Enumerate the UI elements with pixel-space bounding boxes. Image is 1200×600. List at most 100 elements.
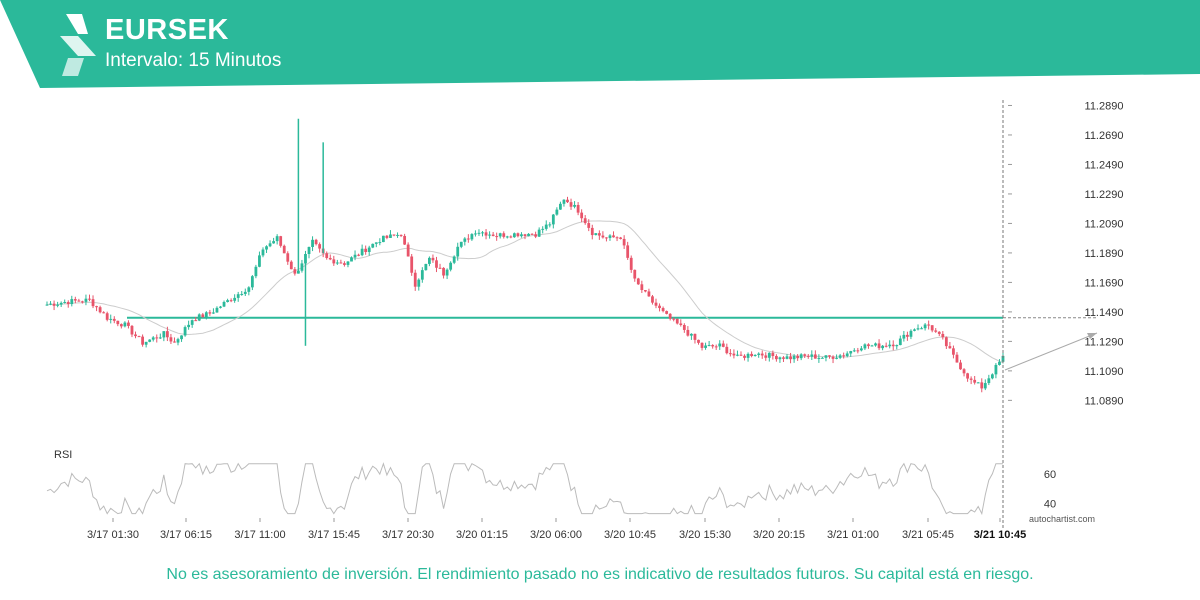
- candle-body: [77, 300, 81, 302]
- y-tick-label: 11.2290: [1085, 189, 1124, 201]
- candle-body: [821, 357, 824, 359]
- candle-body: [130, 325, 134, 335]
- candle-body: [165, 331, 169, 338]
- x-tick-label: 3/21 05:45: [902, 529, 954, 541]
- candle-body: [778, 357, 782, 360]
- candle-body: [105, 313, 109, 320]
- candle-body: [551, 214, 555, 225]
- y-tick-label: 11.1290: [1085, 336, 1124, 348]
- candle-body: [509, 236, 513, 238]
- candle-body: [424, 263, 428, 271]
- candle-body: [279, 236, 283, 246]
- candle-body: [265, 246, 268, 250]
- x-tick-label: 3/20 06:00: [530, 529, 582, 541]
- candle-body: [463, 238, 467, 242]
- candle-body: [134, 334, 137, 337]
- candle-body: [155, 337, 159, 339]
- candle-body: [527, 233, 530, 237]
- candle-body: [516, 233, 520, 237]
- candle-body: [466, 238, 470, 240]
- candle-body: [91, 299, 95, 307]
- x-tick-label: 3/20 01:15: [456, 529, 508, 541]
- candle-body: [555, 209, 559, 215]
- candle-body: [835, 357, 838, 359]
- candle-body: [112, 318, 116, 321]
- candle-body: [633, 269, 637, 279]
- support-level: [127, 316, 1098, 371]
- candle-body: [52, 303, 56, 306]
- x-tick-label: 3/17 06:15: [160, 529, 212, 541]
- candle-body: [127, 322, 130, 326]
- x-tick-label: 3/17 15:45: [308, 529, 360, 541]
- candle-body: [895, 345, 899, 347]
- y-tick-label: 11.1090: [1085, 366, 1124, 378]
- candle-body: [176, 339, 180, 343]
- candle-body: [612, 235, 615, 238]
- candle-body: [484, 232, 488, 236]
- candle-body: [204, 312, 208, 318]
- candle-body: [913, 329, 916, 331]
- candle-body: [406, 244, 410, 257]
- candle-body: [119, 324, 123, 327]
- candle-body: [250, 276, 254, 288]
- candle-body: [994, 364, 998, 375]
- candle-body: [764, 355, 768, 358]
- candle-body: [817, 357, 821, 359]
- candle-body: [162, 331, 166, 338]
- candle-body: [413, 272, 417, 287]
- candle-body: [693, 333, 697, 340]
- x-tick-label: 3/21 10:45: [974, 529, 1027, 541]
- ma-line: [46, 220, 1004, 364]
- candle-body: [353, 254, 357, 258]
- candle-body: [520, 234, 523, 237]
- candle-body: [272, 241, 276, 244]
- candle-body: [268, 243, 272, 247]
- candle-body: [898, 338, 902, 346]
- candle-body: [732, 353, 736, 356]
- candle-body: [307, 246, 311, 254]
- candle-body: [867, 344, 870, 347]
- y-tick-label: 11.2690: [1085, 130, 1124, 142]
- candle-body: [828, 355, 831, 357]
- candle-body: [544, 224, 548, 229]
- candle-body: [736, 354, 739, 356]
- rsi-tick-label: 60: [1044, 469, 1056, 481]
- candle-body: [675, 318, 679, 324]
- candle-body: [541, 228, 545, 230]
- candle-body: [328, 257, 332, 260]
- candle-body: [233, 297, 237, 301]
- x-tick-label: 3/21 01:00: [827, 529, 879, 541]
- candle-body: [474, 233, 477, 235]
- candle-body: [601, 235, 605, 238]
- candle-body: [743, 355, 746, 358]
- candle-body: [399, 234, 403, 236]
- candle-body: [392, 234, 396, 236]
- candle-body: [374, 242, 378, 244]
- candle-body: [636, 278, 640, 285]
- candle-body: [435, 260, 438, 268]
- candle-body: [998, 361, 1001, 365]
- candle-body: [123, 322, 127, 327]
- candle-body: [700, 342, 704, 348]
- candle-body: [916, 328, 920, 330]
- candle-body: [296, 270, 300, 274]
- candle-body: [523, 234, 527, 237]
- candle-body: [396, 234, 399, 236]
- candle-body: [88, 298, 91, 300]
- candle-body: [948, 346, 952, 349]
- candle-body: [385, 235, 389, 238]
- candle-body: [877, 343, 881, 349]
- candle-body: [254, 266, 258, 277]
- candle-body: [318, 244, 322, 249]
- candle-body: [151, 337, 155, 340]
- rsi-line: [46, 462, 1003, 516]
- candle-body: [49, 303, 52, 305]
- candle-body: [721, 343, 725, 347]
- candle-body: [704, 345, 707, 348]
- candle-body: [332, 259, 336, 264]
- candle-body: [367, 247, 371, 252]
- candle-body: [952, 348, 955, 355]
- candle-body: [275, 236, 279, 242]
- candle-body: [682, 324, 686, 330]
- candle-body: [672, 318, 676, 320]
